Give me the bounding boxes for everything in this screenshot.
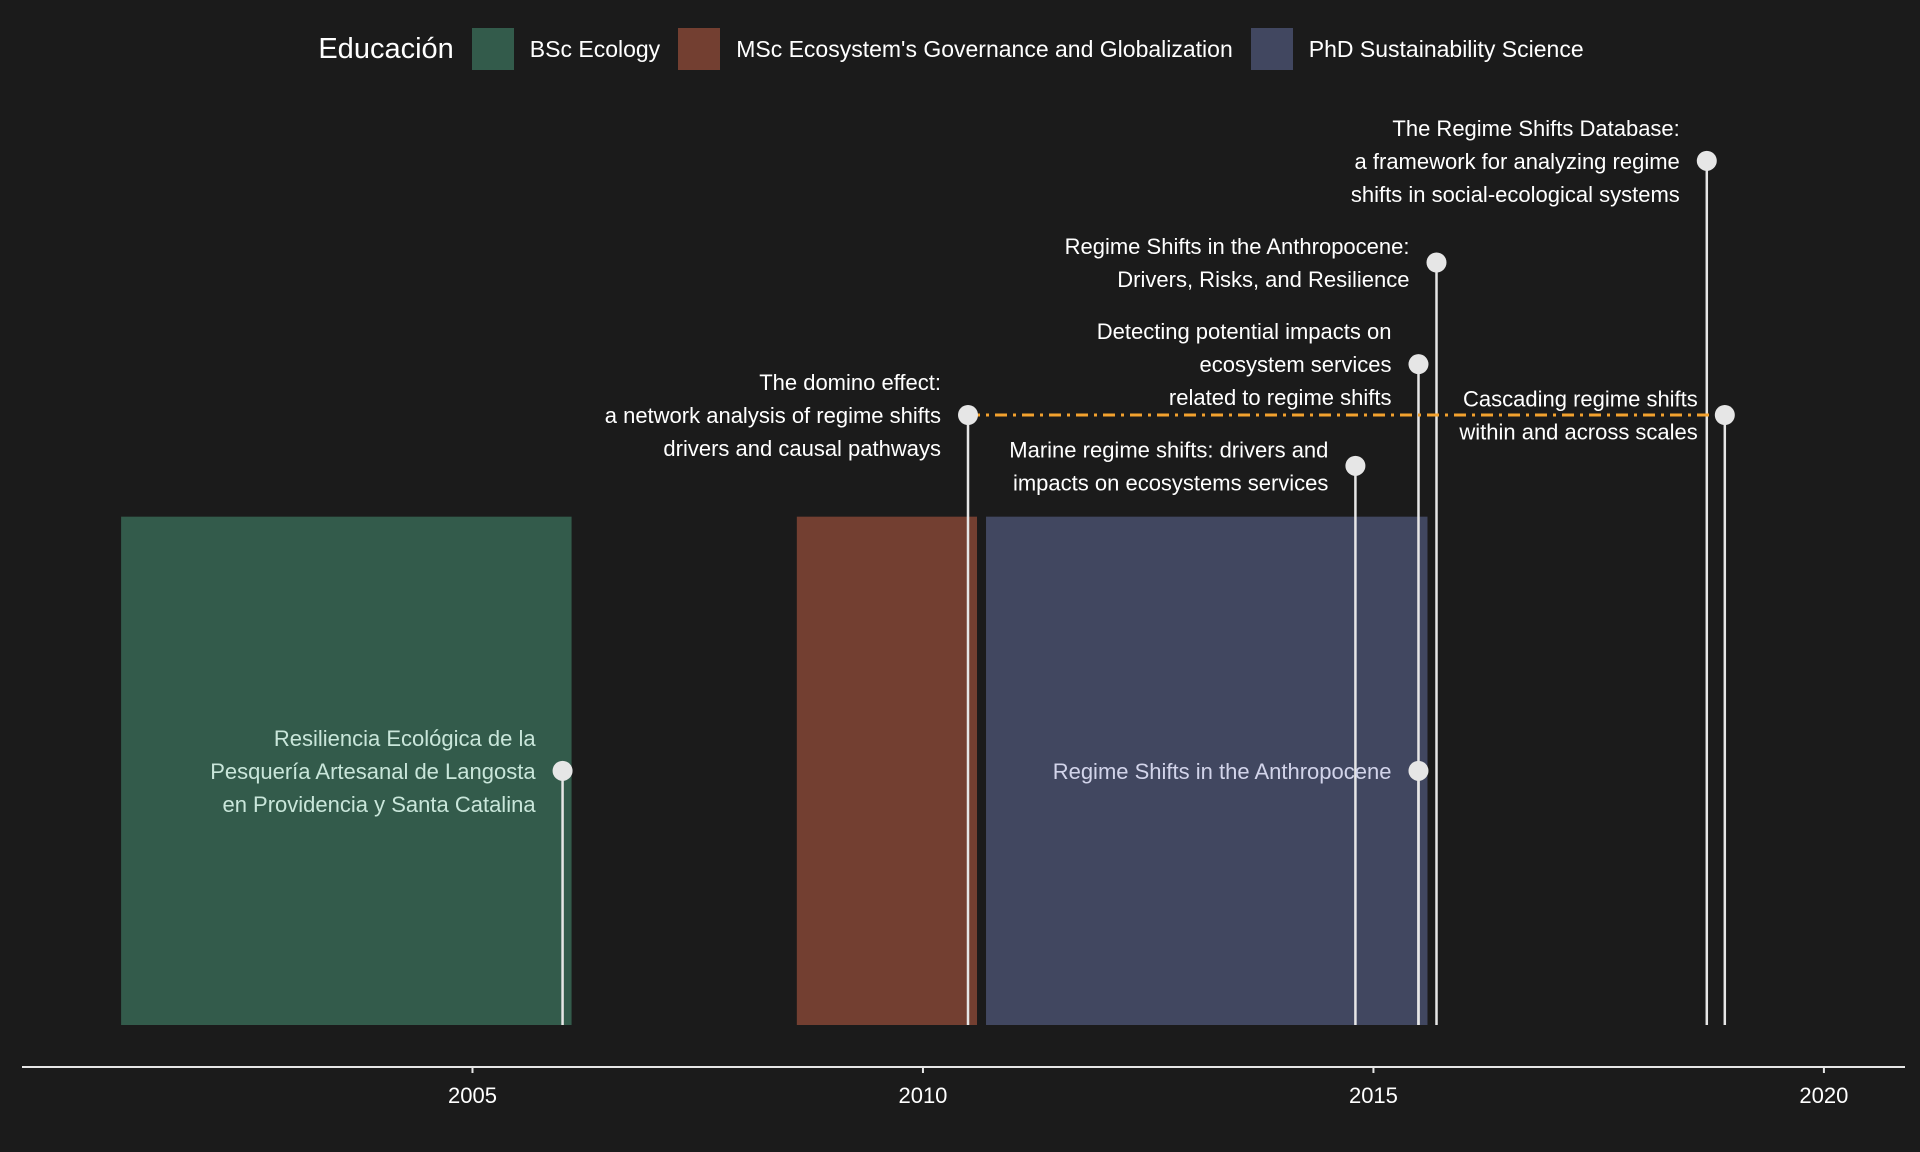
- publication-point: [1426, 252, 1447, 273]
- publication-label-line: Pesquería Artesanal de Langosta: [210, 759, 536, 784]
- publication-label-line: Regime Shifts in the Anthropocene:: [1065, 234, 1410, 259]
- publication-label-line: The Regime Shifts Database:: [1392, 116, 1679, 141]
- publication-label-line: ecosystem services: [1200, 352, 1392, 377]
- publication-label-line: a framework for analyzing regime: [1355, 149, 1680, 174]
- publication-label: Detecting potential impacts on ecosystem …: [1097, 319, 1392, 410]
- publication-point: [958, 405, 979, 425]
- publication-label-line: a network analysis of regime shifts: [605, 403, 941, 428]
- publication-label: Marine regime shifts: drivers and impacts…: [1009, 437, 1328, 495]
- legend-label-msc: MSc Ecosystem's Governance and Globaliza…: [736, 35, 1233, 62]
- publication-label-line: impacts on ecosystems services: [1013, 470, 1328, 495]
- publication-label-line: en Providencia y Santa Catalina: [222, 792, 536, 817]
- x-tick-label: 2015: [1349, 1083, 1398, 1108]
- legend-key-phd: [1250, 28, 1293, 70]
- x-tick-label: 2010: [898, 1083, 947, 1108]
- legend-key-bsc: [471, 28, 514, 70]
- education-bar: [986, 516, 1428, 1025]
- publication-label: The Regime Shifts Database: a framework f…: [1351, 116, 1680, 207]
- publication-label-line: Cascading regime shifts: [1463, 387, 1698, 412]
- publication-label-line: within and across scales: [1458, 420, 1697, 445]
- publication-label: Resiliencia Ecológica de la Pesquería Art…: [210, 726, 536, 817]
- legend-title: Educación: [318, 32, 454, 65]
- publication-label: Regime Shifts in the Anthropocene: Driver…: [1065, 234, 1410, 292]
- x-tick-label: 2005: [448, 1083, 497, 1108]
- education-bar: [121, 516, 572, 1025]
- x-tick-label: 2020: [1799, 1083, 1848, 1108]
- legend-item-msc: MSc Ecosystem's Governance and Globaliza…: [678, 28, 1233, 70]
- legend: Educación BSc Ecology MSc Ecosystem's Go…: [0, 28, 1920, 70]
- publication-label-line: Drivers, Risks, and Resilience: [1117, 267, 1409, 292]
- publication-label-line: Detecting potential impacts on: [1097, 319, 1392, 344]
- legend-item-phd: PhD Sustainability Science: [1250, 28, 1584, 70]
- publication-point: [1345, 455, 1366, 476]
- publication-point: [1714, 405, 1735, 425]
- publication-label-line: Resiliencia Ecológica de la: [274, 726, 536, 751]
- publication-label-line: The domino effect:: [759, 370, 941, 395]
- publication-label-line: shifts in social-ecological systems: [1351, 182, 1680, 207]
- education-bar: [796, 516, 978, 1025]
- publication-label-line: drivers and causal pathways: [663, 436, 941, 461]
- publication-point: [1696, 150, 1717, 171]
- legend-label-bsc: BSc Ecology: [529, 35, 661, 62]
- legend-label-phd: PhD Sustainability Science: [1308, 35, 1584, 62]
- publication-point: [1408, 354, 1429, 375]
- legend-item-bsc: BSc Ecology: [471, 28, 661, 70]
- publication-label: Regime Shifts in the Anthropocene: [1053, 759, 1392, 784]
- publication-label: The domino effect: a network analysis of …: [605, 370, 941, 461]
- publication-point: [1408, 760, 1429, 781]
- publication-label: Cascading regime shifts within and across…: [1458, 387, 1697, 445]
- publication-point: [552, 760, 573, 781]
- publication-label-line: Regime Shifts in the Anthropocene: [1053, 759, 1392, 784]
- publication-label-line: Marine regime shifts: drivers and: [1009, 437, 1328, 462]
- publication-label-line: related to regime shifts: [1169, 385, 1392, 410]
- legend-key-msc: [678, 28, 721, 70]
